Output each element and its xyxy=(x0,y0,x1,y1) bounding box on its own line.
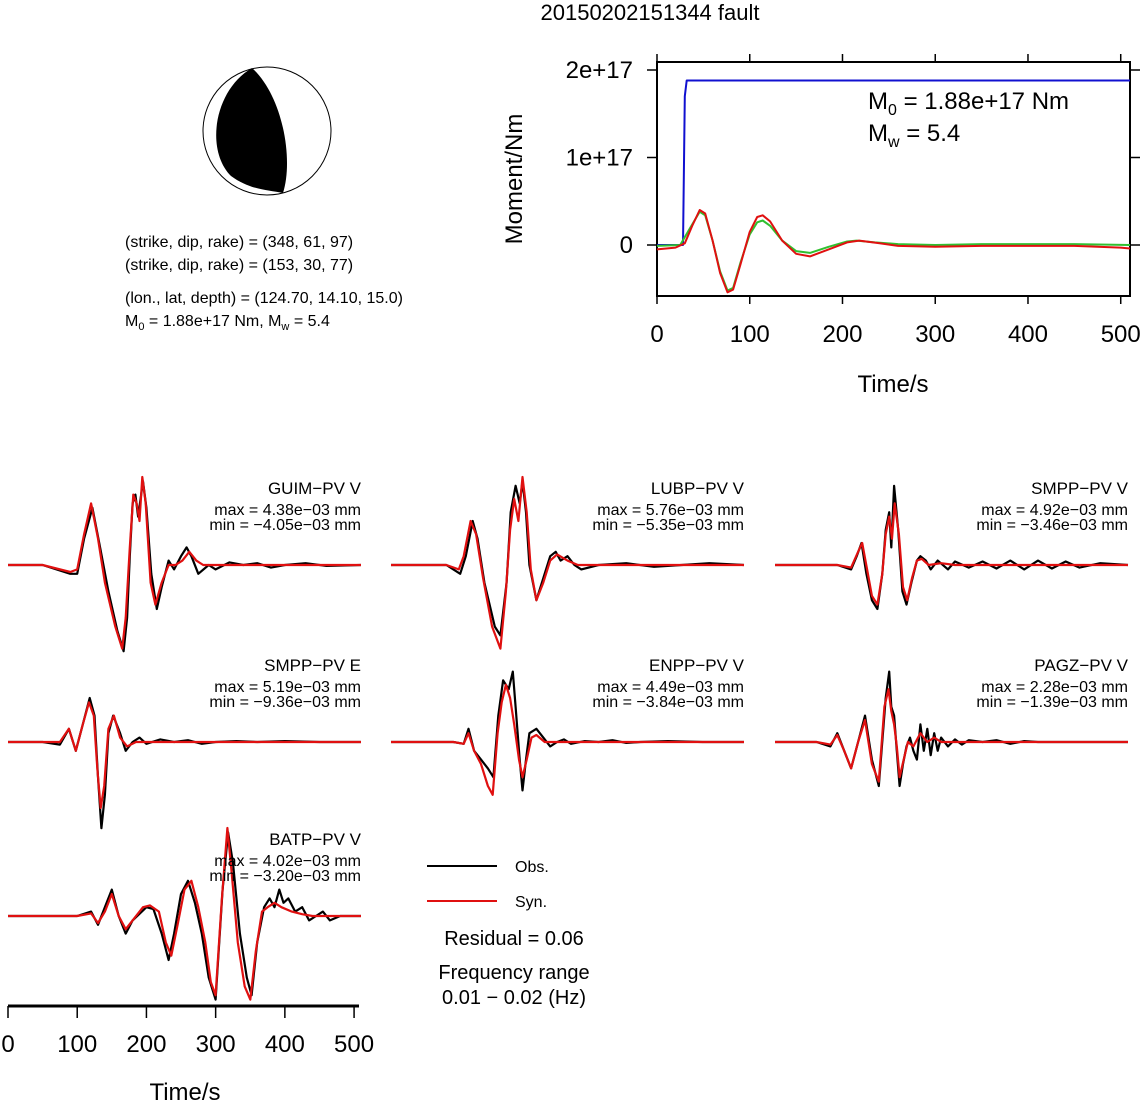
waveform-x-tick-label: 400 xyxy=(265,1031,305,1058)
moment-summary-mw: 5.4 xyxy=(308,313,330,330)
moment-x-axis-label: Time/s xyxy=(857,371,928,398)
moment-x-tick-label: 200 xyxy=(822,321,862,348)
moment-rate-red-line xyxy=(656,209,1131,294)
station-label: ENPP−PV V xyxy=(649,656,745,675)
moment-y-axis-label: Moment/Nm xyxy=(501,114,528,245)
synthetic-waveform xyxy=(775,502,1128,606)
synthetic-waveform xyxy=(8,826,361,1001)
moment-rate-green-line xyxy=(656,210,1131,292)
trace-min-label: min = −3.84e−03 mm xyxy=(592,694,744,711)
station-label: SMPP−PV E xyxy=(264,656,361,675)
moment-x-tick-label: 400 xyxy=(1008,321,1048,348)
trace-max-label: max = 5.76e−03 mm xyxy=(597,502,744,519)
moment-x-tick-label: 500 xyxy=(1101,321,1141,348)
moment-y-tick-label: 0 xyxy=(620,232,633,259)
trace-min-label: min = −5.35e−03 mm xyxy=(592,517,744,534)
m0-annotation-value: = 1.88e+17 Nm xyxy=(904,88,1069,115)
trace-max-label: max = 4.02e−03 mm xyxy=(214,853,361,870)
figure-title: 20150202151344 fault xyxy=(541,0,760,25)
beachball xyxy=(202,66,332,196)
synthetic-waveform xyxy=(8,701,361,810)
observed-waveform xyxy=(8,696,361,830)
moment-x-tick-label: 100 xyxy=(730,321,770,348)
trace-max-label: max = 4.92e−03 mm xyxy=(981,502,1128,519)
trace-min-label: min = −3.20e−03 mm xyxy=(209,868,361,885)
trace-min-label: min = −3.46e−03 mm xyxy=(976,517,1128,534)
waveform-x-tick-label: 100 xyxy=(57,1031,97,1058)
frequency-range-title: Frequency range xyxy=(438,962,589,984)
station-label: BATP−PV V xyxy=(269,830,361,849)
beachball-compressional-quadrant xyxy=(216,68,288,193)
waveform-time-axis: 0 100 200 300 400 500 Time/s xyxy=(1,1004,374,1103)
m0-annotation: M0 = 1.88e+17 Nm xyxy=(868,88,1069,119)
legend-syn-label: Syn. xyxy=(515,894,547,911)
moment-x-tick-label: 300 xyxy=(915,321,955,348)
waveform-x-tick-label: 0 xyxy=(1,1031,14,1058)
synthetic-waveform xyxy=(775,688,1128,783)
waveform-x-tick-label: 200 xyxy=(126,1031,166,1058)
waveform-x-tick-label: 300 xyxy=(196,1031,236,1058)
mechanism-info: (strike, dip, rake) = (348, 61, 97) (str… xyxy=(125,234,403,333)
station-label: SMPP−PV V xyxy=(1031,479,1129,498)
moment-y-tick-label: 2e+17 xyxy=(566,57,633,84)
nodal-plane-2: (strike, dip, rake) = (153, 30, 77) xyxy=(125,257,353,274)
synthetic-waveform xyxy=(391,683,744,796)
trace-max-label: max = 2.28e−03 mm xyxy=(981,679,1128,696)
waveform-x-axis-label: Time/s xyxy=(149,1079,220,1103)
station-label: LUBP−PV V xyxy=(651,479,745,498)
waveform-x-tick-label: 500 xyxy=(334,1031,374,1058)
moment-plot-box xyxy=(656,61,1131,297)
mw-annotation-value: = 5.4 xyxy=(906,120,960,147)
moment-summary: M0 = 1.88e+17 Nm, Mw = 5.4 xyxy=(125,313,330,333)
frequency-range-value: 0.01 − 0.02 (Hz) xyxy=(442,987,586,1009)
trace-max-label: max = 5.19e−03 mm xyxy=(214,679,361,696)
trace-max-label: max = 4.38e−03 mm xyxy=(214,502,361,519)
station-label: PAGZ−PV V xyxy=(1034,656,1128,675)
moment-y-tick-label: 1e+17 xyxy=(566,145,633,172)
moment-panel: 0 100 200 300 400 500 0 1e+17 2e+17 M0 = 1.88e+1… xyxy=(501,54,1141,398)
residual-text: Residual = 0.06 xyxy=(444,928,584,950)
trace-max-label: max = 4.49e−03 mm xyxy=(597,679,744,696)
moment-summary-m0: 1.88e+17 Nm, xyxy=(163,313,264,330)
legend-obs-label: Obs. xyxy=(515,859,549,876)
synthetic-waveform xyxy=(8,475,361,650)
waveform-legend: Obs. Syn. Residual = 0.06 Frequency rang… xyxy=(427,859,590,1009)
trace-min-label: min = −4.05e−03 mm xyxy=(209,517,361,534)
hypocenter-location: (lon., lat, depth) = (124.70, 14.10, 15.… xyxy=(125,290,403,307)
moment-x-tick-label: 0 xyxy=(650,321,663,348)
mw-annotation: Mw = 5.4 xyxy=(868,120,960,151)
station-label: GUIM−PV V xyxy=(268,479,362,498)
trace-min-label: min = −1.39e−03 mm xyxy=(976,694,1128,711)
trace-min-label: min = −9.36e−03 mm xyxy=(209,694,361,711)
synthetic-waveform xyxy=(391,475,744,650)
nodal-plane-1: (strike, dip, rake) = (348, 61, 97) xyxy=(125,234,353,251)
